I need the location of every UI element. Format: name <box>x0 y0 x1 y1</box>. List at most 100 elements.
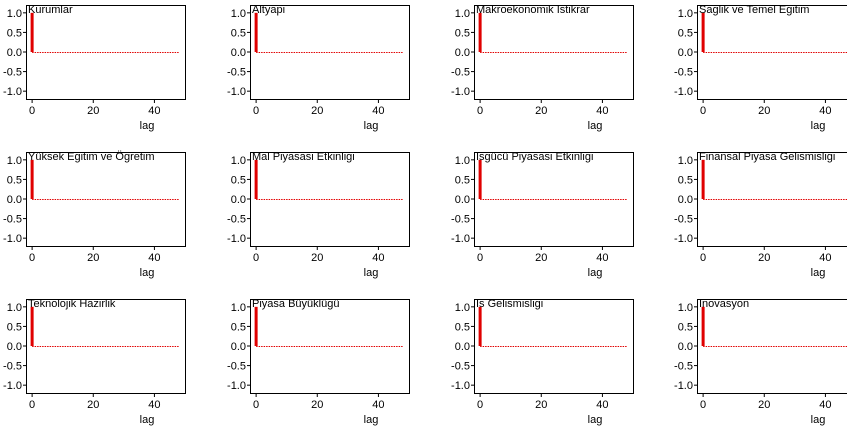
panel-title: Isgücü Piyasasi Etkinligi <box>476 152 593 163</box>
y-tick-label: -0.5 <box>451 361 470 373</box>
x-tick-label: 0 <box>477 252 483 264</box>
y-tick-label: 0.5 <box>7 27 22 39</box>
y-tick-label: -0.5 <box>674 361 693 373</box>
y-tick-label: 0.0 <box>678 194 693 206</box>
y-tick-label: 0.0 <box>7 341 22 353</box>
acf-bar <box>255 160 258 199</box>
acf-bar <box>479 160 482 199</box>
x-axis-label: lag <box>364 268 379 279</box>
panel-title: Mal Piyasasi Etkinligi <box>252 152 355 163</box>
y-tick-label: 0.5 <box>231 321 246 333</box>
acf-bar <box>702 160 705 199</box>
y-tick-label: 1.0 <box>678 8 693 20</box>
x-tick-label: 20 <box>311 252 323 264</box>
y-tick-label: 0.0 <box>7 47 22 59</box>
y-tick-label: -0.5 <box>3 67 22 79</box>
y-tick-label: 1.0 <box>678 155 693 167</box>
x-tick-label: 40 <box>596 105 608 117</box>
y-tick-label: -1.0 <box>3 86 22 98</box>
y-tick-label: -0.5 <box>451 67 470 79</box>
y-tick-label: 0.5 <box>455 27 470 39</box>
x-axis-label: lag <box>811 121 826 132</box>
y-tick-label: 1.0 <box>7 155 22 167</box>
y-tick-label: 0.5 <box>455 321 470 333</box>
acf-bar <box>31 307 34 346</box>
x-tick-label: 40 <box>148 399 160 411</box>
y-tick-label: -1.0 <box>3 380 22 392</box>
y-tick-label: -0.5 <box>451 214 470 226</box>
x-tick-label: 20 <box>535 252 547 264</box>
y-tick-label: -1.0 <box>227 86 246 98</box>
x-tick-label: 40 <box>372 399 384 411</box>
x-tick-label: 40 <box>819 399 831 411</box>
x-axis-label: lag <box>588 268 603 279</box>
y-tick-label: 1.0 <box>7 8 22 20</box>
y-tick-label: 1.0 <box>231 8 246 20</box>
y-tick-label: -0.5 <box>674 67 693 79</box>
y-tick-label: 0.0 <box>455 194 470 206</box>
panel-title: Inovasyon <box>699 299 749 310</box>
y-tick-label: 0.5 <box>678 321 693 333</box>
x-tick-label: 20 <box>311 105 323 117</box>
y-tick-label: 1.0 <box>455 302 470 314</box>
x-tick-label: 20 <box>87 399 99 411</box>
y-tick-label: 0.0 <box>231 194 246 206</box>
x-tick-label: 40 <box>372 105 384 117</box>
x-tick-label: 20 <box>311 399 323 411</box>
y-tick-label: 1.0 <box>678 302 693 314</box>
acf-bar <box>255 307 258 346</box>
x-tick-label: 0 <box>29 399 35 411</box>
y-tick-label: -1.0 <box>227 233 246 245</box>
x-tick-label: 0 <box>253 252 259 264</box>
panel-title: Saglik ve Temel Egitim <box>699 5 809 16</box>
panel-title: Piyasa Büyüklügü <box>252 299 339 310</box>
y-tick-label: -1.0 <box>451 86 470 98</box>
x-axis-label: lag <box>811 268 826 279</box>
x-axis-label: lag <box>588 415 603 426</box>
x-tick-label: 20 <box>758 399 770 411</box>
y-tick-label: 0.0 <box>231 47 246 59</box>
y-tick-label: 1.0 <box>455 8 470 20</box>
y-tick-label: -0.5 <box>3 214 22 226</box>
x-tick-label: 20 <box>87 105 99 117</box>
y-tick-label: -0.5 <box>227 67 246 79</box>
x-tick-label: 0 <box>29 252 35 264</box>
y-tick-label: 0.5 <box>678 27 693 39</box>
y-tick-label: 1.0 <box>7 302 22 314</box>
y-tick-label: -1.0 <box>674 233 693 245</box>
x-tick-label: 20 <box>535 399 547 411</box>
x-tick-label: 0 <box>477 399 483 411</box>
acf-bar <box>31 160 34 199</box>
x-tick-label: 0 <box>700 252 706 264</box>
y-tick-label: 0.0 <box>678 341 693 353</box>
x-tick-label: 0 <box>700 399 706 411</box>
x-tick-label: 40 <box>596 252 608 264</box>
x-tick-label: 20 <box>87 252 99 264</box>
y-tick-label: 0.0 <box>455 341 470 353</box>
y-tick-label: -0.5 <box>3 361 22 373</box>
panel-title: Altyapi <box>252 5 285 16</box>
x-tick-label: 0 <box>700 105 706 117</box>
y-tick-label: 0.5 <box>7 321 22 333</box>
y-tick-label: -1.0 <box>227 380 246 392</box>
y-tick-label: 1.0 <box>231 302 246 314</box>
y-tick-label: -1.0 <box>3 233 22 245</box>
x-tick-label: 0 <box>253 105 259 117</box>
panel-title: Kurumlar <box>28 5 73 16</box>
x-axis-label: lag <box>140 121 155 132</box>
x-tick-label: 20 <box>535 105 547 117</box>
y-tick-label: -0.5 <box>227 214 246 226</box>
x-axis-label: lag <box>364 415 379 426</box>
x-tick-label: 20 <box>758 105 770 117</box>
x-axis-label: lag <box>364 121 379 132</box>
panel-title: Finansal Piyasa Gelismisligi <box>699 152 835 163</box>
panel-title: Makroekonomik Istikrar <box>476 5 590 16</box>
